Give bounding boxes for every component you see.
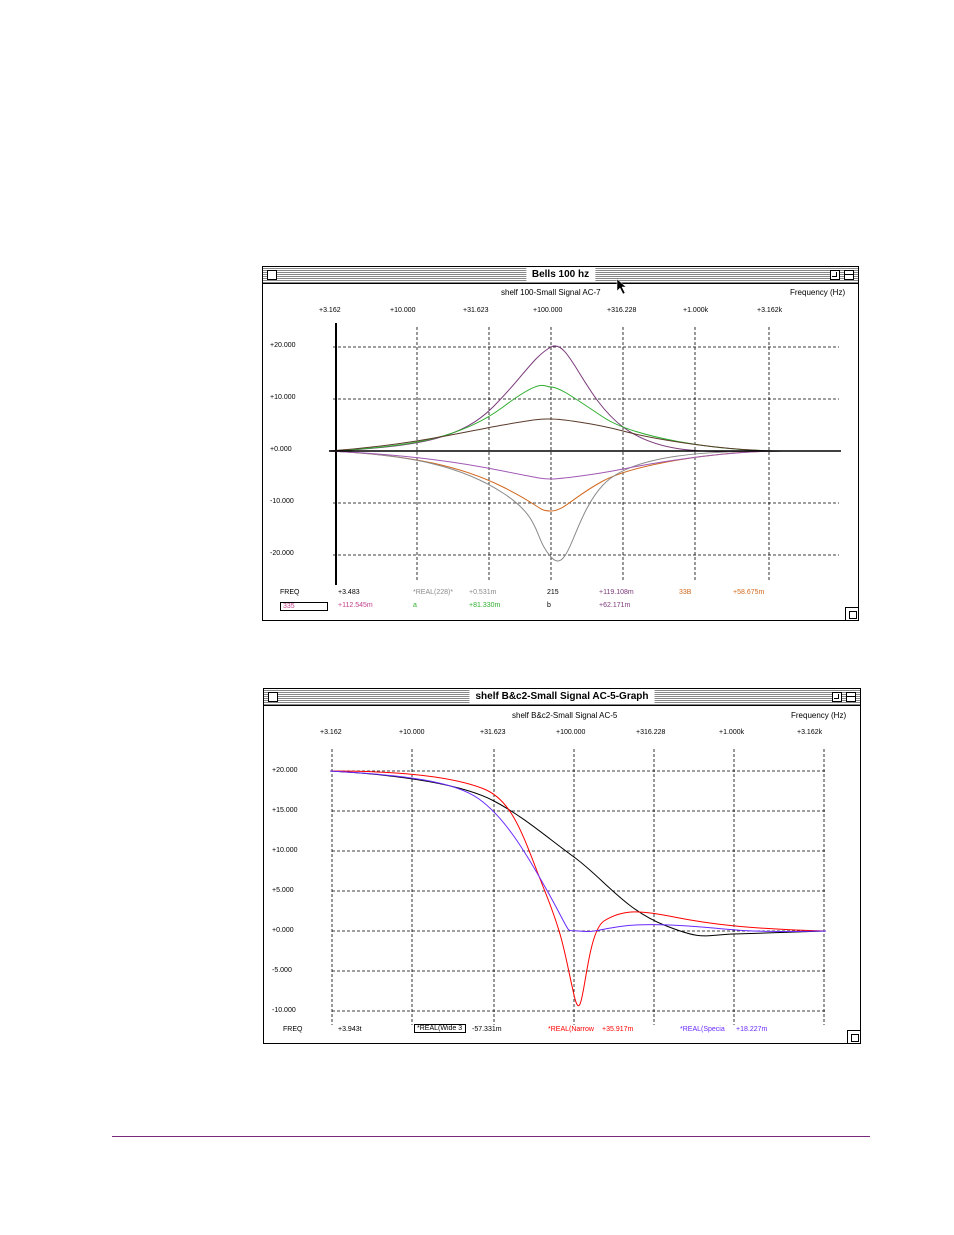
trace-value: +35.917m <box>602 1026 634 1033</box>
shelf-plot-area[interactable] <box>264 689 862 1045</box>
trace-value: +112.545m <box>338 602 373 609</box>
trace-value: -57.331m <box>472 1026 502 1033</box>
window-title: Bells 100 hz <box>525 268 596 281</box>
curve-peak-brown <box>328 418 784 452</box>
plot-gridlines <box>333 327 839 581</box>
x-tick-label: +31.623 <box>480 729 506 736</box>
window-title: shelf B&c2-Small Signal AC-5-Graph <box>469 690 655 703</box>
trace-name: *REAL(228)* <box>413 589 454 596</box>
trace-value: +58.675m <box>733 589 765 596</box>
axis-unit-label: Frequency (Hz) <box>790 288 846 297</box>
y-tick-label: -20.000 <box>270 550 294 557</box>
resize-handle-icon[interactable] <box>847 1030 860 1043</box>
trace-name: *REAL(Specia <box>680 1026 725 1033</box>
x-tick-label: +316.228 <box>607 307 637 314</box>
x-tick-label: +3.162 <box>319 307 341 314</box>
plot-gridlines <box>331 749 826 1025</box>
curve-dip-orange <box>328 450 784 512</box>
y-tick-label: +10.000 <box>270 394 296 401</box>
selected-trace-box[interactable]: 335 <box>280 602 328 611</box>
selected-trace-box[interactable]: *REAL(Wide 3 <box>414 1024 466 1033</box>
y-tick-label: +20.000 <box>272 767 298 774</box>
graph-subtitle: shelf 100-Small Signal AC-7 <box>501 288 601 297</box>
curve-narrow <box>329 770 827 1006</box>
x-tick-label: +3.162 <box>320 729 342 736</box>
mouse-pointer-icon <box>616 278 627 295</box>
collapse-box-icon[interactable] <box>846 692 856 702</box>
y-tick-label: -10.000 <box>272 1007 296 1014</box>
footer-divider <box>112 1136 870 1137</box>
axis-unit-label: Frequency (Hz) <box>791 711 847 720</box>
trace-value: +81.330m <box>469 602 501 609</box>
x-tick-label: +3.162k <box>757 307 783 314</box>
zoom-box-icon[interactable] <box>832 692 842 702</box>
y-tick-label: +0.000 <box>270 446 292 453</box>
x-tick-label: +3.162k <box>797 729 823 736</box>
freq-value: +3.483 <box>338 589 360 596</box>
y-tick-label: +20.000 <box>270 342 296 349</box>
bells-graph-window: Bells 100 hz shelf 100-Small Signal AC-7… <box>262 266 859 621</box>
trace-name: *REAL(Narrow <box>548 1026 594 1033</box>
collapse-box-icon[interactable] <box>844 270 854 280</box>
trace-value: +119.108m <box>599 589 634 596</box>
freq-label: FREQ <box>283 1026 303 1033</box>
zoom-box-icon[interactable] <box>830 270 840 280</box>
bells-plot-area[interactable] <box>263 267 860 622</box>
close-box-icon[interactable] <box>268 692 278 702</box>
trace-name: 215 <box>547 589 559 596</box>
y-tick-label: +15.000 <box>272 807 298 814</box>
trace-value: +62.171m <box>599 602 631 609</box>
x-tick-label: +100.000 <box>556 729 586 736</box>
curve-dip-gray <box>328 450 784 562</box>
shelf-graph-window: shelf B&c2-Small Signal AC-5-Graph shelf… <box>263 688 861 1044</box>
freq-label: FREQ <box>280 589 300 596</box>
curve-peak-green <box>328 384 784 452</box>
freq-value: +3.943t <box>338 1026 362 1033</box>
curve-special <box>329 770 827 932</box>
curve-dip-violet <box>328 450 784 480</box>
y-tick-label: -5.000 <box>272 967 292 974</box>
trace-value: +0.531m <box>469 589 497 596</box>
resize-handle-icon[interactable] <box>845 607 858 620</box>
x-tick-label: +10.000 <box>399 729 425 736</box>
window-title-bar[interactable]: Bells 100 hz <box>263 267 858 284</box>
y-tick-label: -10.000 <box>270 498 294 505</box>
curve-wide <box>329 770 827 937</box>
window-title-bar[interactable]: shelf B&c2-Small Signal AC-5-Graph <box>264 689 860 706</box>
x-tick-label: +10.000 <box>390 307 416 314</box>
trace-value: +18.227m <box>736 1026 768 1033</box>
x-tick-label: +316.228 <box>636 729 666 736</box>
x-tick-label: +1.000k <box>683 307 709 314</box>
trace-name: b <box>547 602 551 609</box>
graph-subtitle: shelf B&c2-Small Signal AC-5 <box>512 711 618 720</box>
y-tick-label: +0.000 <box>272 927 294 934</box>
y-tick-label: +10.000 <box>272 847 298 854</box>
x-tick-label: +1.000k <box>719 729 745 736</box>
y-tick-label: +5.000 <box>272 887 294 894</box>
x-tick-label: +31.623 <box>463 307 489 314</box>
trace-name: a <box>413 602 417 609</box>
trace-name: 33B <box>679 589 692 596</box>
x-tick-label: +100.000 <box>533 307 563 314</box>
close-box-icon[interactable] <box>267 270 277 280</box>
